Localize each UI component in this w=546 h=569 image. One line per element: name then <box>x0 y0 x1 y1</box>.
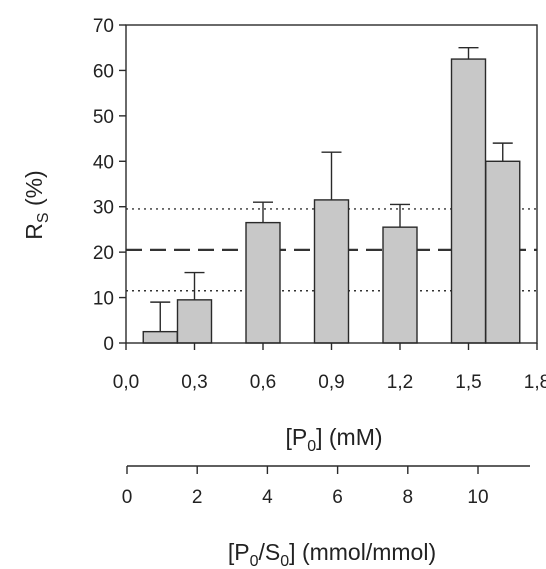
x2-tick-label: 0 <box>122 487 133 508</box>
y-axis-title: RS (%) <box>21 170 52 239</box>
secondary-x-axis-title: [P0/S0] (mmol/mmol) <box>228 539 436 569</box>
bar-3 <box>245 221 281 344</box>
y-tick-label: 20 <box>93 243 114 264</box>
bar-6 <box>450 58 487 344</box>
x2-tick-label: 10 <box>467 487 488 508</box>
y-tick-label: 40 <box>93 152 114 173</box>
x2-tick-label: 6 <box>332 487 343 508</box>
y-tick-label: 50 <box>93 107 114 128</box>
x2-tick-label: 8 <box>403 487 414 508</box>
x2-tick-label: 4 <box>262 487 273 508</box>
y-tick-label: 0 <box>103 334 114 355</box>
x-tick-label: 1,8 <box>524 372 546 393</box>
y-tick-label: 70 <box>93 16 114 37</box>
x-tick-label: 1,2 <box>387 372 413 393</box>
x-tick-label: 0,3 <box>181 372 207 393</box>
axes-group: 0 10 20 30 40 50 60 70 0,0 0,3 0,6 0,9 1,2 1,5 1,8 0 2 4 6… <box>93 16 546 508</box>
y-tick-label: 10 <box>93 289 114 310</box>
y-tick-label: 30 <box>93 198 114 219</box>
x-axis-title: [P0] (mM) <box>285 424 382 455</box>
y-tick-label: 60 <box>93 61 114 82</box>
bar-5 <box>382 226 418 344</box>
bar-1 <box>142 330 178 344</box>
x-tick-label: 0,6 <box>250 372 276 393</box>
x-tick-label: 1,5 <box>455 372 481 393</box>
bar-2 <box>176 299 213 344</box>
x2-tick-label: 2 <box>192 487 203 508</box>
bar-4 <box>313 199 350 344</box>
x-tick-label: 0,0 <box>113 372 139 393</box>
bar-7 <box>485 160 521 344</box>
bars-group <box>142 47 521 344</box>
x-tick-label: 0,9 <box>318 372 344 393</box>
